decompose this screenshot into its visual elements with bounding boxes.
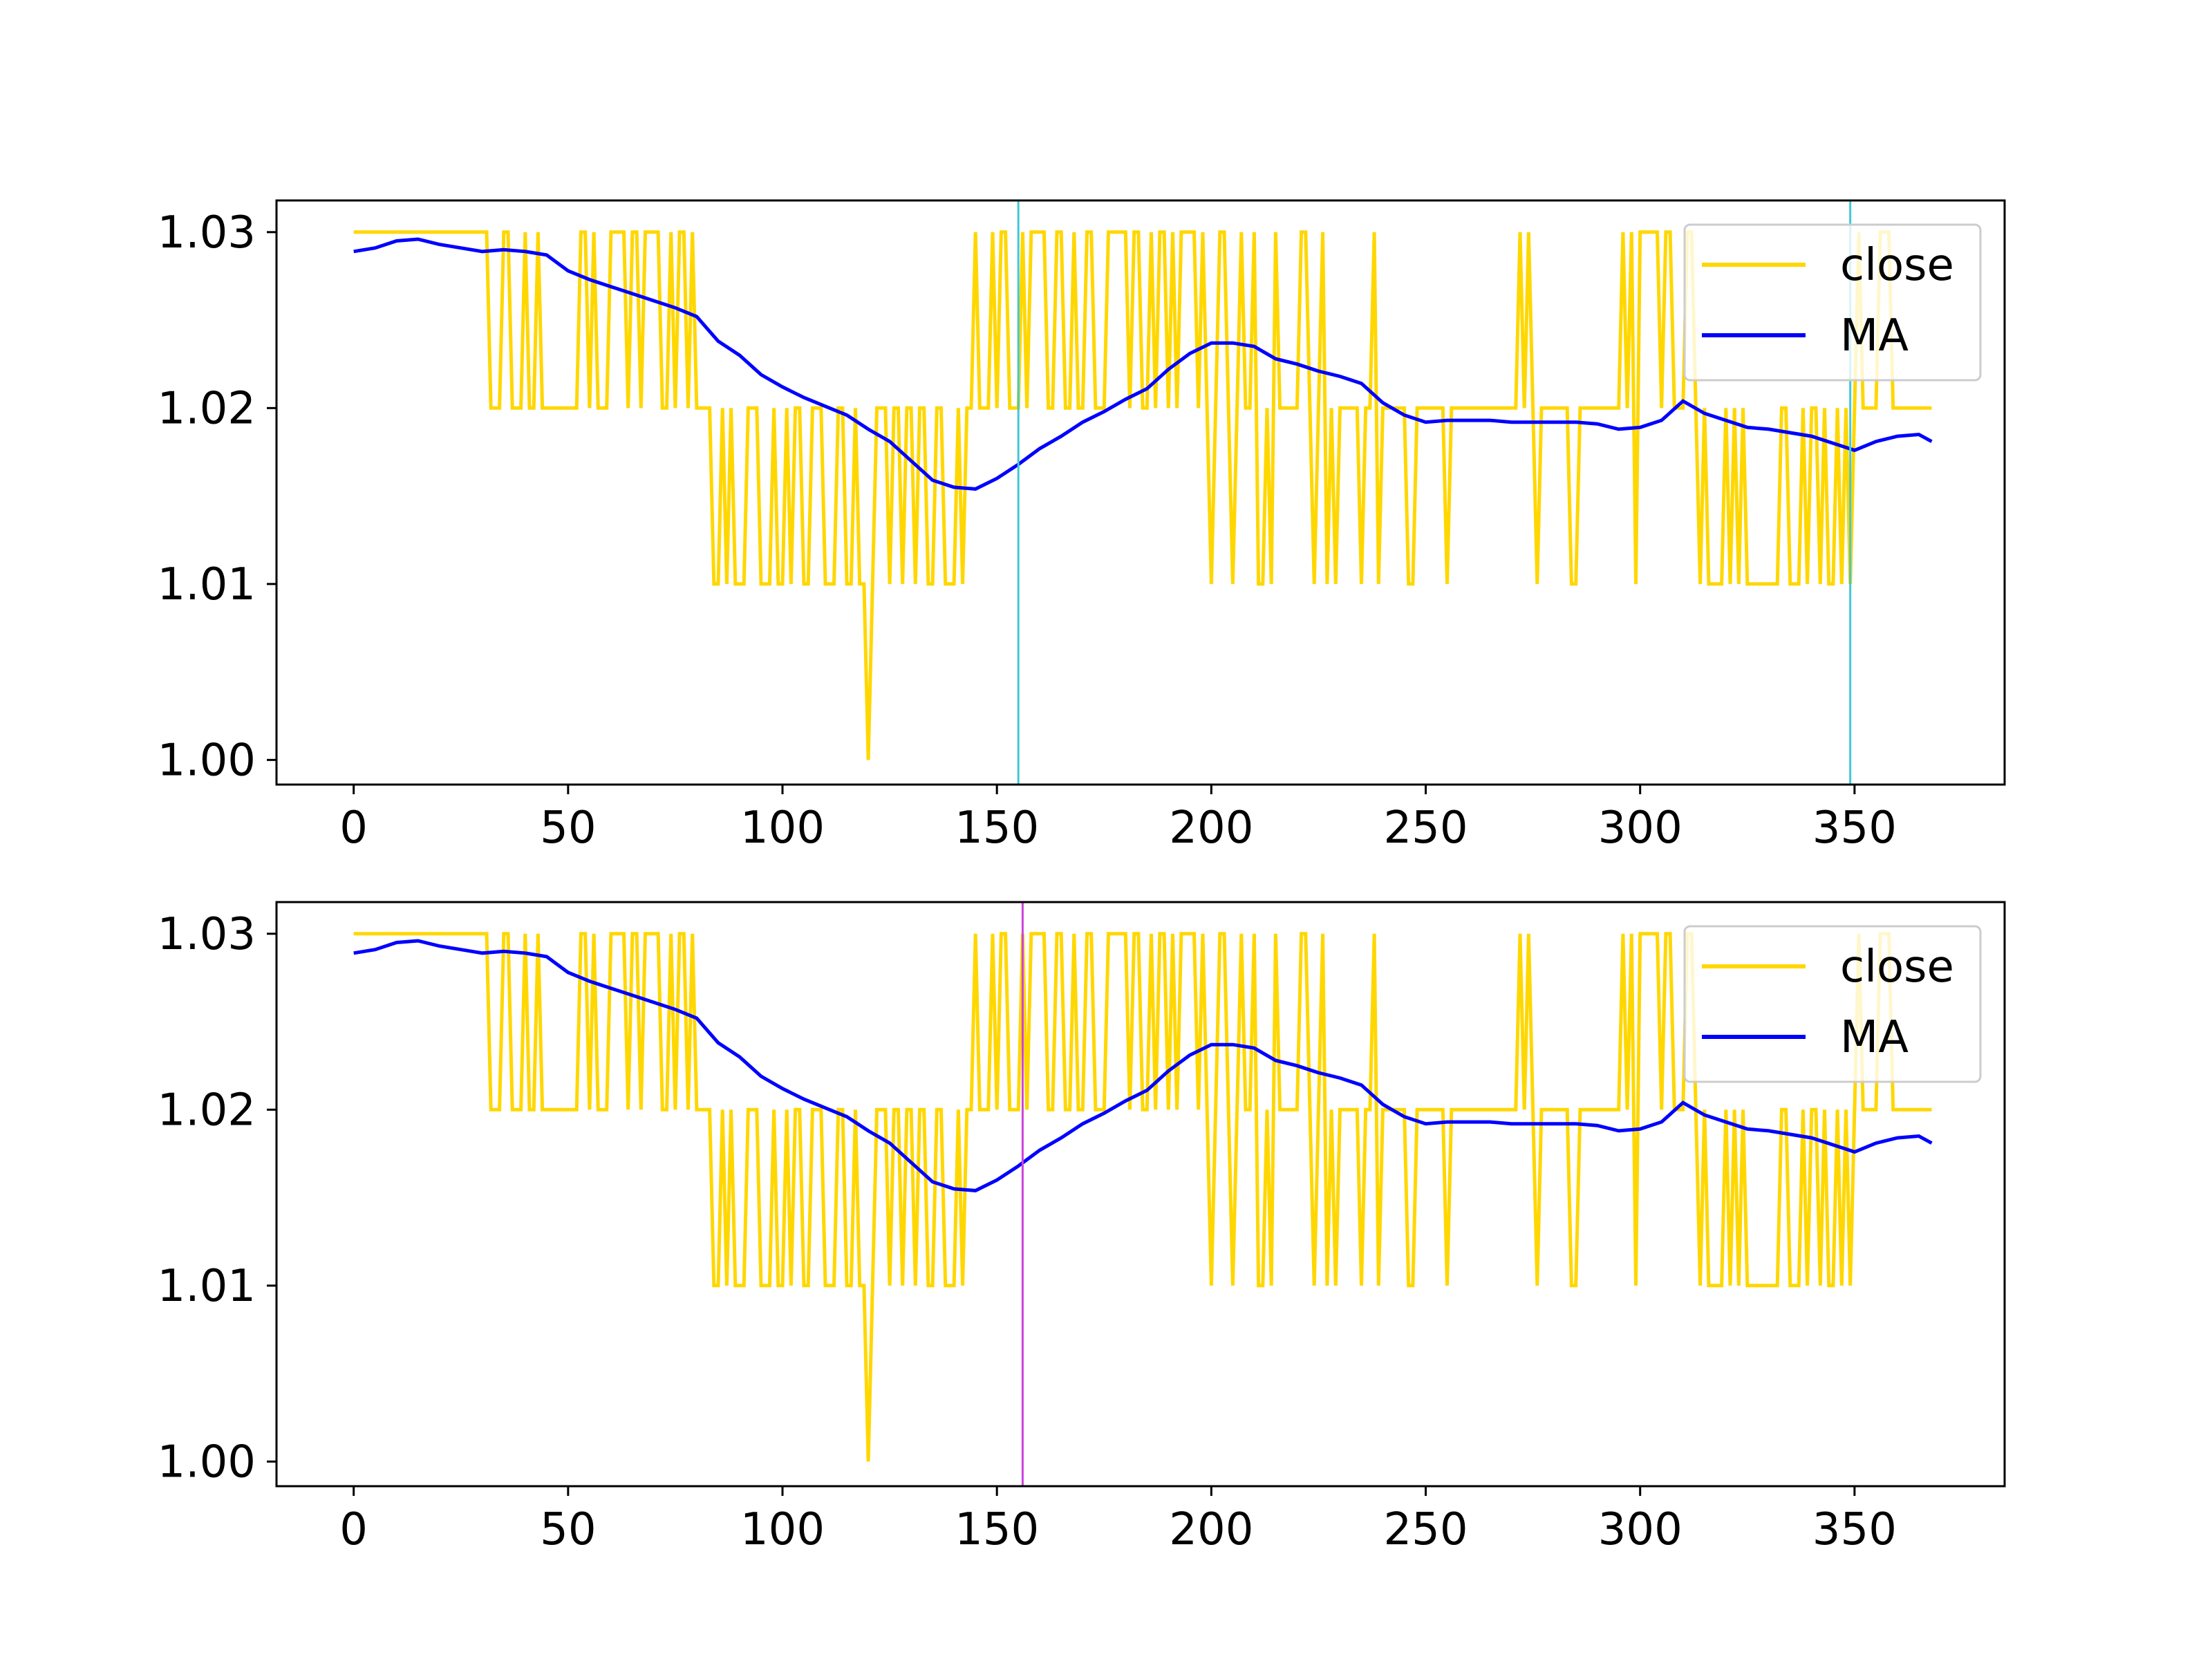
axes-frame-bottom xyxy=(275,901,2006,1488)
x-tick-label-top: 150 xyxy=(955,803,1039,854)
x-tick-label-bottom: 200 xyxy=(1169,1504,1253,1555)
x-tick-label-bottom: 150 xyxy=(955,1504,1039,1555)
x-tick-label-top: 250 xyxy=(1383,803,1468,854)
x-tick-label-bottom: 100 xyxy=(740,1504,825,1555)
subplot-bottom: 0 50 100 150 200 250 300 350 1.00 1.01 1.02 1.03 cl… xyxy=(158,901,2006,1555)
legend-label-close-top: close xyxy=(1840,240,1954,291)
series-ma-line-top xyxy=(353,237,1933,491)
x-tick-label-bottom: 250 xyxy=(1383,1504,1468,1555)
y-tick-label-top: 1.02 xyxy=(158,383,256,434)
plot-area-bottom xyxy=(353,902,1933,1486)
legend-label-ma-bottom: MA xyxy=(1840,1012,1909,1063)
legend-bottom: close MA xyxy=(1683,925,1982,1083)
series-close-line-bottom xyxy=(353,932,1932,1462)
x-tick-label-top: 200 xyxy=(1169,803,1253,854)
subplot-top: 0 50 100 150 200 250 300 350 1.00 1.01 1.02 1.03 cl… xyxy=(158,199,2006,854)
legend-label-ma-top: MA xyxy=(1840,310,1909,362)
y-tick-label-bottom: 1.03 xyxy=(158,909,256,960)
x-tick-label-bottom: 300 xyxy=(1598,1504,1683,1555)
ticks-bottom: 0 50 100 150 200 250 300 350 1.00 1.01 1.02 1.03 xyxy=(158,909,1897,1555)
y-tick-label-bottom: 1.01 xyxy=(158,1261,256,1312)
y-tick-label-top: 1.01 xyxy=(158,559,256,610)
y-tick-label-top: 1.03 xyxy=(158,207,256,259)
series-ma-line-bottom xyxy=(353,939,1933,1192)
y-tick-label-bottom: 1.00 xyxy=(158,1436,256,1488)
y-tick-label-bottom: 1.02 xyxy=(158,1085,256,1136)
x-tick-label-top: 0 xyxy=(339,803,368,854)
x-tick-label-top: 50 xyxy=(540,803,596,854)
axes-frame-top xyxy=(275,199,2006,786)
legend-top: close MA xyxy=(1683,223,1982,382)
ticks-top: 0 50 100 150 200 250 300 350 1.00 1.01 1.02 1.03 xyxy=(158,207,1897,854)
x-tick-label-top: 100 xyxy=(740,803,825,854)
x-tick-label-top: 350 xyxy=(1812,803,1897,854)
series-close-line-top xyxy=(353,230,1932,760)
x-tick-label-bottom: 50 xyxy=(540,1504,596,1555)
y-tick-label-top: 1.00 xyxy=(158,735,256,786)
x-tick-label-bottom: 350 xyxy=(1812,1504,1897,1555)
x-tick-label-top: 300 xyxy=(1598,803,1683,854)
x-tick-label-bottom: 0 xyxy=(339,1504,368,1555)
legend-label-close-bottom: close xyxy=(1840,941,1954,993)
